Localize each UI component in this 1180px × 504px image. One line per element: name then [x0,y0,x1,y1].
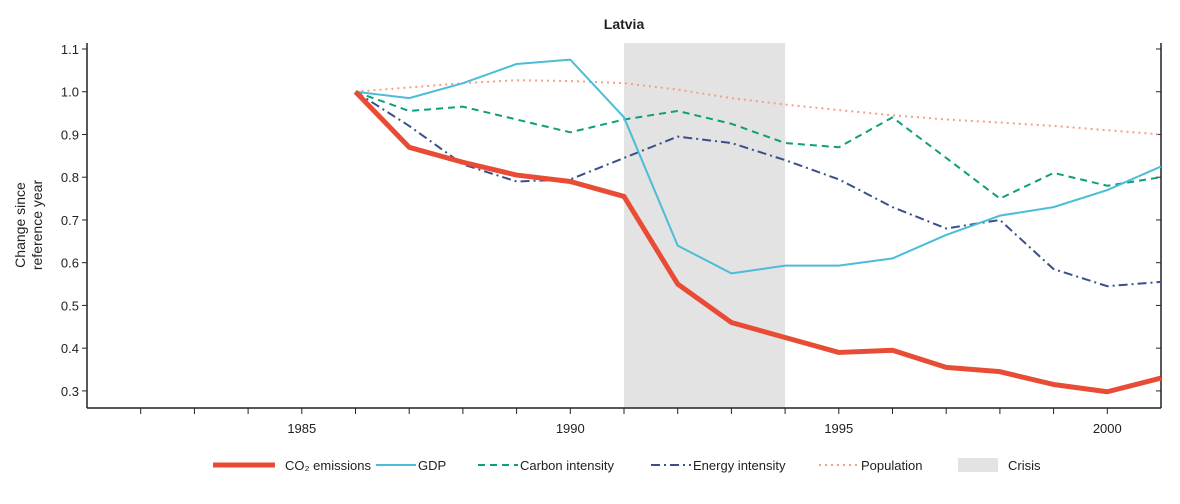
series-line-population [355,79,1162,136]
y-tick-label: 0.9 [61,127,79,142]
y-tick-label: 1.1 [61,42,79,57]
series-line-energy-intensity [354,90,1162,288]
y-tick-label: 0.8 [61,170,79,185]
x-tick-label: 2000 [1093,421,1122,436]
x-tick-label: 1990 [556,421,585,436]
legend-label: Crisis [1008,458,1041,473]
series-line-carbon-intensity [355,90,1162,200]
legend-label: GDP [418,458,446,473]
crisis-region [624,43,786,408]
y-tick-label: 1.0 [61,85,79,100]
legend-label: CO₂ emissions [285,458,371,473]
y-tick-label: 0.5 [61,298,79,313]
y-axis-label: Change sincereference year [12,180,45,271]
legend-swatch [958,458,998,472]
x-tick-label: 1995 [824,421,853,436]
series-line-gdp [355,58,1162,275]
y-tick-label: 0.6 [61,256,79,271]
chart-title: Latvia [604,16,645,32]
legend: CO₂ emissions GDP Carbon intensity Energy i… [213,458,1041,473]
legend-label: Carbon intensity [520,458,614,473]
y-tick-label: 0.4 [61,341,79,356]
y-tick-label: 0.3 [61,384,79,399]
x-tick-label: 1985 [287,421,316,436]
y-tick-label: 0.7 [61,213,79,228]
series-line-co-emissions [353,89,1162,395]
legend-label: Population [861,458,922,473]
legend-label: Energy intensity [693,458,786,473]
